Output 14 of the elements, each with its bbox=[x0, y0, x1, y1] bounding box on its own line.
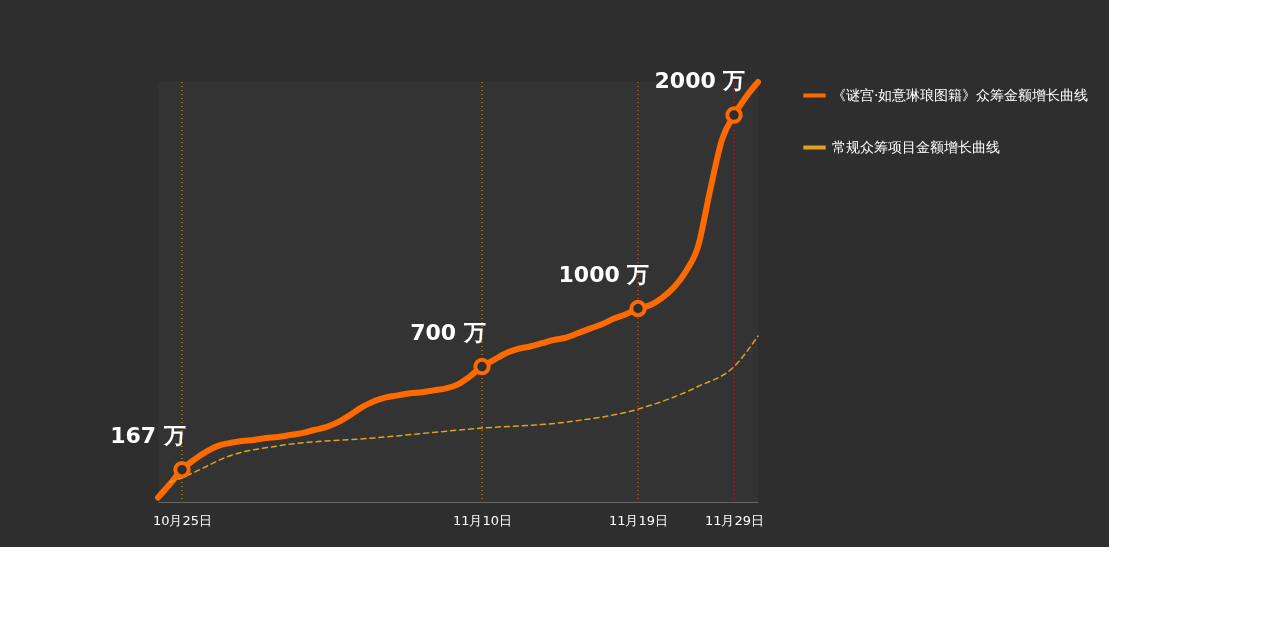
point bbox=[725, 106, 743, 124]
point bbox=[173, 461, 191, 479]
legend-label: 常规众筹项目金额增长曲线 bbox=[832, 138, 1000, 155]
point bbox=[629, 299, 647, 318]
point bbox=[473, 357, 491, 376]
x-tick-label: 11月29日 bbox=[704, 512, 765, 528]
data-label: 1000 万 bbox=[558, 261, 650, 287]
x-tick-label: 11月10日 bbox=[452, 512, 513, 528]
data-label: 700 万 bbox=[410, 319, 486, 345]
data-label: 2000 万 bbox=[654, 68, 746, 94]
legend-label: 《谜宫·如意琳琅图籍》众筹金额增长曲线 bbox=[832, 86, 1089, 103]
x-tick-label: 10月25日 bbox=[152, 512, 213, 528]
data-label: 167 万 bbox=[110, 422, 186, 448]
x-tick-label: 11月19日 bbox=[608, 512, 669, 528]
